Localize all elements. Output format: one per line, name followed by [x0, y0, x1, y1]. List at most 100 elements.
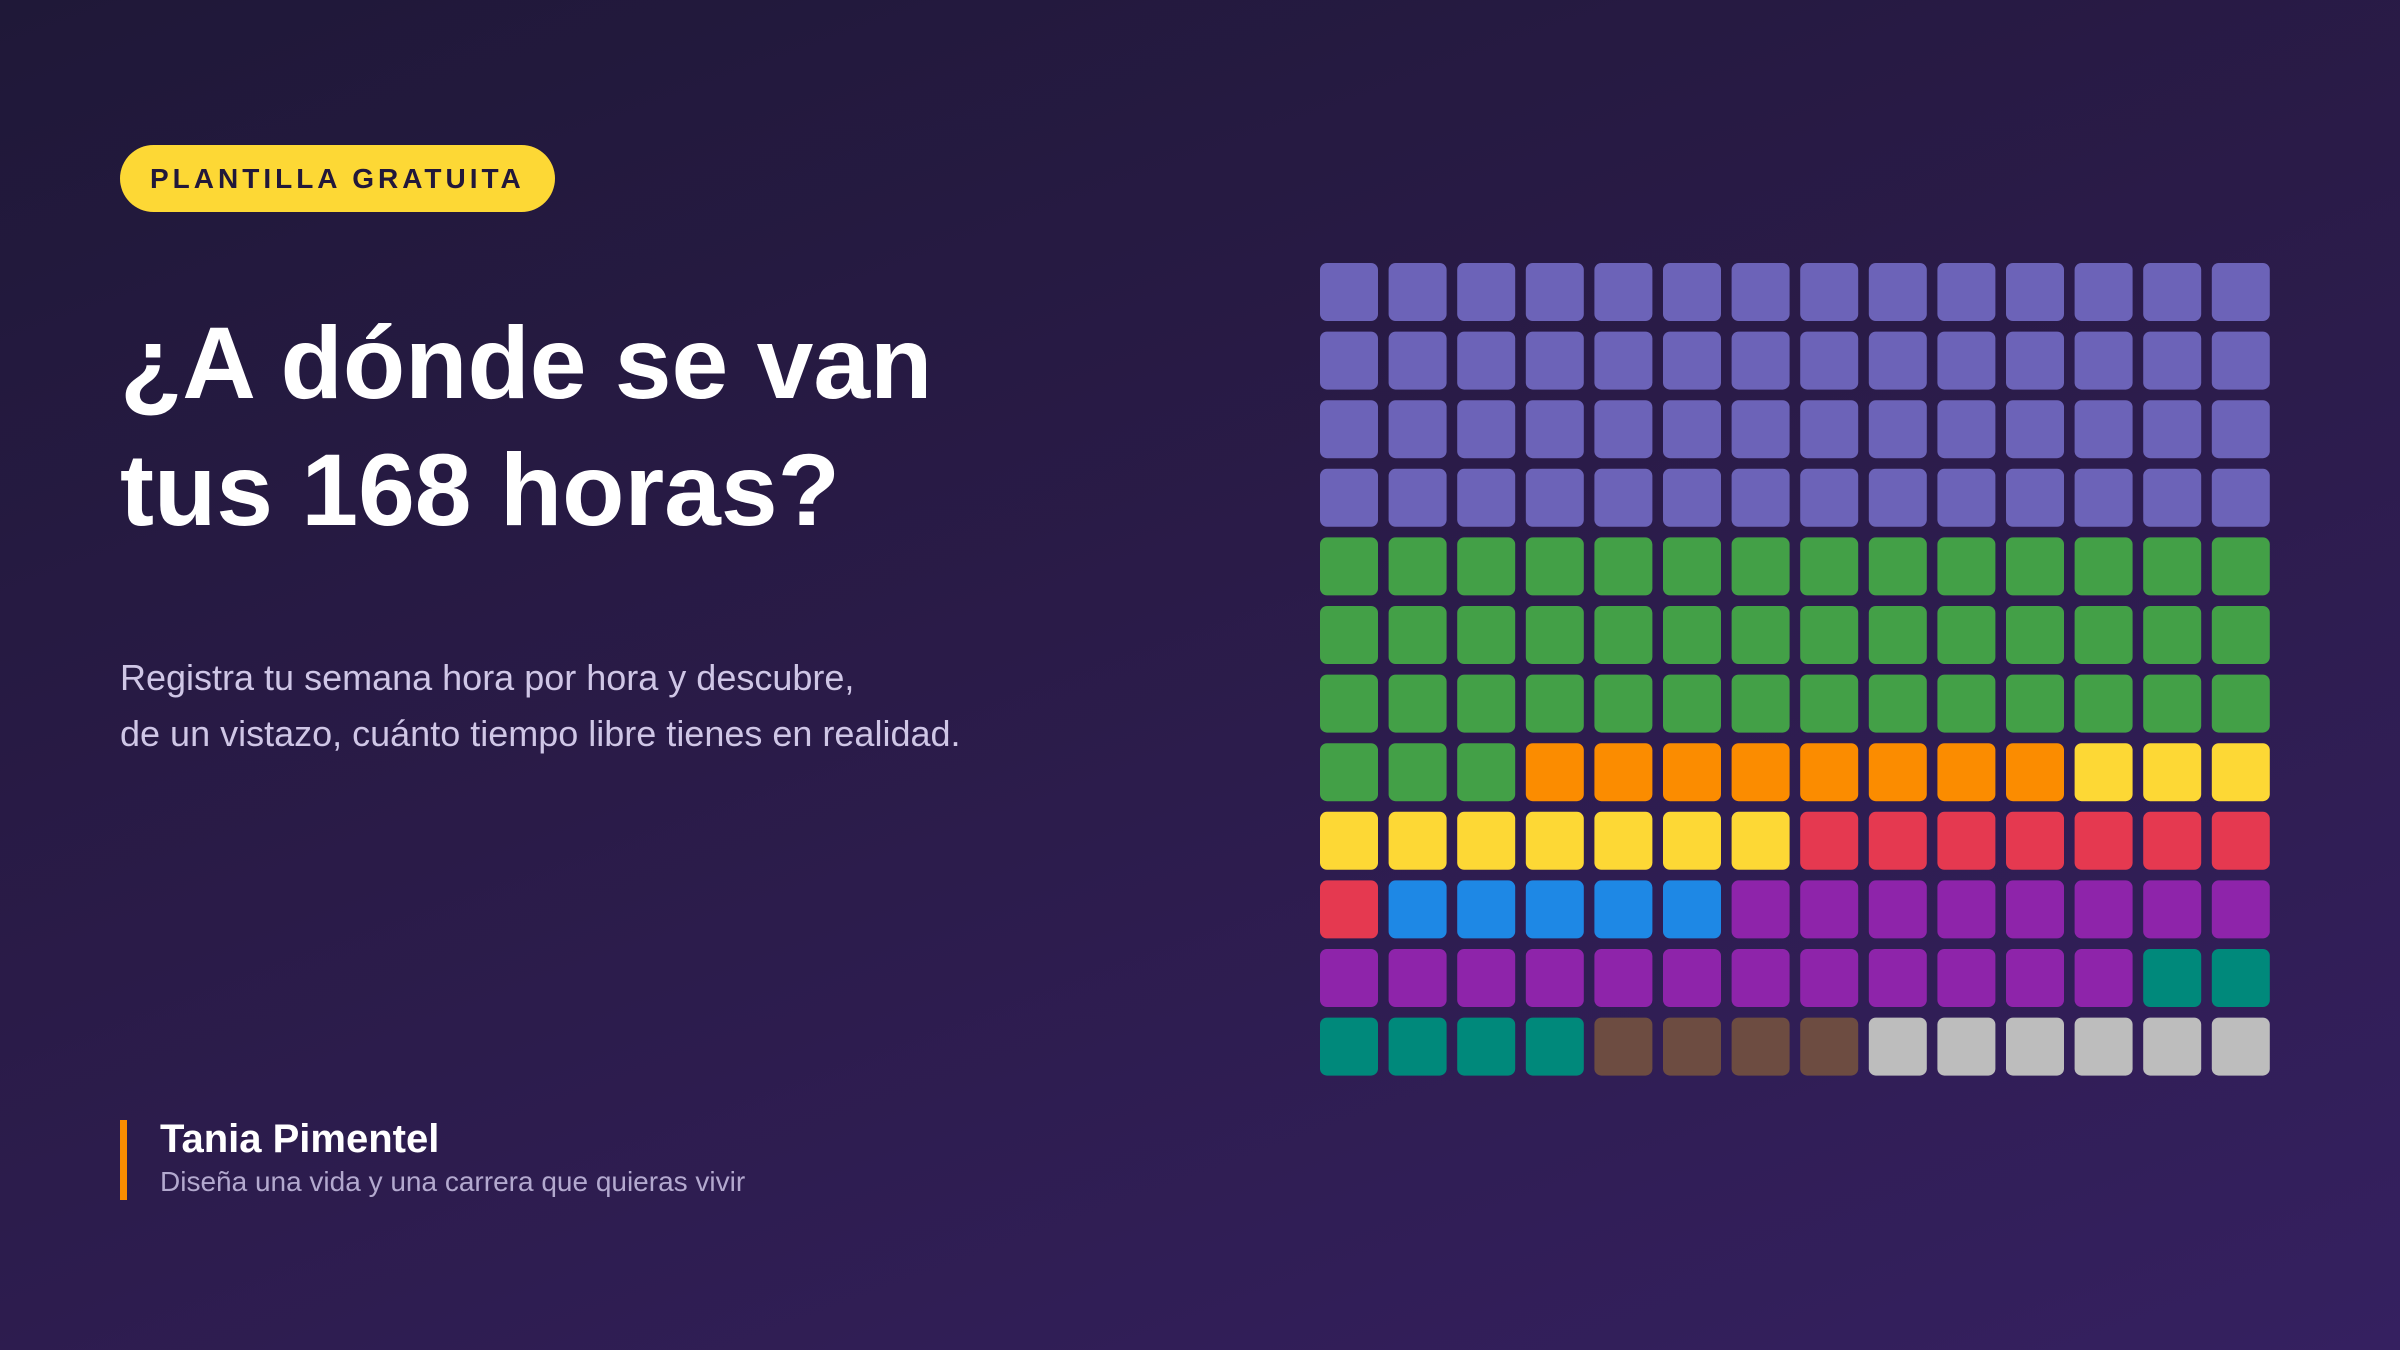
waffle-cell	[1868, 468, 1927, 527]
waffle-cell	[1594, 949, 1653, 1007]
waffle-cell	[1525, 468, 1584, 527]
waffle-cell	[1594, 674, 1653, 733]
waffle-cell	[2143, 674, 2202, 733]
subtitle-line: Registra tu semana hora por hora y descu…	[120, 657, 855, 698]
waffle-cell	[1525, 1017, 1584, 1076]
waffle-cell	[1525, 949, 1584, 1007]
waffle-cell	[2143, 880, 2202, 939]
waffle-cell	[2211, 1017, 2270, 1076]
waffle-cell	[1320, 331, 1378, 390]
waffle-cell	[2074, 674, 2133, 733]
waffle-cell	[1457, 1017, 1516, 1076]
author-tagline: Diseña una vida y una carrera que quiera…	[160, 1166, 746, 1197]
waffle-cell	[1868, 674, 1927, 733]
title-line: ¿A dónde se van	[120, 306, 933, 420]
waffle-cell	[1457, 949, 1516, 1007]
waffle-cell	[1663, 880, 1721, 939]
waffle-cell	[1594, 468, 1653, 527]
waffle-cell	[1800, 468, 1859, 527]
waffle-cell	[1388, 468, 1447, 527]
waffle-cell	[1937, 674, 1996, 733]
waffle-cell	[1731, 468, 1790, 527]
waffle-cell	[1800, 674, 1859, 733]
waffle-cell	[2211, 468, 2270, 527]
waffle-cell	[1731, 949, 1790, 1007]
waffle-cell	[1937, 1017, 1996, 1076]
waffle-cell	[2143, 400, 2202, 459]
waffle-cell	[2211, 263, 2270, 321]
waffle-cell	[1320, 537, 1378, 596]
waffle-cell	[1594, 811, 1653, 870]
waffle-cell	[1937, 331, 1996, 390]
waffle-cell	[1388, 1017, 1447, 1076]
waffle-cell	[1320, 606, 1378, 664]
waffle-cell	[2074, 537, 2133, 596]
waffle-cell	[1457, 880, 1516, 939]
title-line: tus 168 horas?	[120, 433, 840, 547]
waffle-cell	[1457, 811, 1516, 870]
waffle-cell	[1868, 606, 1927, 664]
waffle-cell	[1457, 331, 1516, 390]
waffle-cell	[1457, 263, 1516, 321]
waffle-cell	[1388, 880, 1447, 939]
waffle-cell	[1457, 400, 1516, 459]
waffle-cell	[1663, 1017, 1721, 1076]
waffle-cell	[2211, 331, 2270, 390]
waffle-cell	[1525, 743, 1584, 802]
waffle-cell	[1937, 880, 1996, 939]
waffle-cell	[1457, 606, 1516, 664]
waffle-cell	[1320, 811, 1378, 870]
waffle-cell	[2006, 674, 2064, 733]
waffle-cell	[1525, 263, 1584, 321]
waffle-cell	[1731, 606, 1790, 664]
waffle-cell	[1663, 263, 1721, 321]
waffle-cell	[2074, 331, 2133, 390]
waffle-cell	[2006, 331, 2064, 390]
waffle-cell	[1525, 674, 1584, 733]
waffle-cell	[1388, 263, 1447, 321]
subtitle-line: de un vistazo, cuánto tiempo libre tiene…	[120, 713, 961, 754]
waffle-cell	[1868, 331, 1927, 390]
waffle-cell	[2074, 949, 2133, 1007]
waffle-cell	[1525, 606, 1584, 664]
waffle-cell	[1663, 537, 1721, 596]
waffle-cell	[2143, 263, 2202, 321]
title: ¿A dónde se van tus 168 horas?	[120, 300, 932, 554]
waffle-cell	[2211, 400, 2270, 459]
waffle-cell	[1594, 606, 1653, 664]
waffle-cell	[2074, 880, 2133, 939]
waffle-cell	[1731, 811, 1790, 870]
waffle-cell	[1800, 537, 1859, 596]
waffle-cell	[2074, 1017, 2133, 1076]
waffle-cell	[1800, 743, 1859, 802]
waffle-cell	[2143, 468, 2202, 527]
waffle-cell	[1388, 674, 1447, 733]
waffle-cell	[2143, 1017, 2202, 1076]
waffle-cell	[1388, 949, 1447, 1007]
waffle-cell	[1731, 537, 1790, 596]
waffle-cell	[2211, 674, 2270, 733]
waffle-cell	[1594, 880, 1653, 939]
waffle-cell	[2074, 468, 2133, 527]
waffle-cell	[2143, 811, 2202, 870]
waffle-cell	[1663, 606, 1721, 664]
waffle-cell	[1320, 949, 1378, 1007]
waffle-cell	[2143, 743, 2202, 802]
waffle-cell	[2006, 537, 2064, 596]
waffle-cell	[1663, 331, 1721, 390]
waffle-cell	[2074, 606, 2133, 664]
waffle-cell	[1320, 263, 1378, 321]
waffle-cell	[1937, 811, 1996, 870]
waffle-cell	[1594, 537, 1653, 596]
waffle-cell	[1731, 674, 1790, 733]
waffle-cell	[2006, 811, 2064, 870]
waffle-cell	[1663, 674, 1721, 733]
waffle-cell	[1663, 949, 1721, 1007]
waffle-cell	[1731, 1017, 1790, 1076]
waffle-cell	[1320, 674, 1378, 733]
waffle-cell	[1800, 811, 1859, 870]
waffle-cell	[1800, 400, 1859, 459]
author: Tania Pimentel Diseña una vida y una car…	[120, 1117, 746, 1200]
waffle-cell	[1800, 949, 1859, 1007]
